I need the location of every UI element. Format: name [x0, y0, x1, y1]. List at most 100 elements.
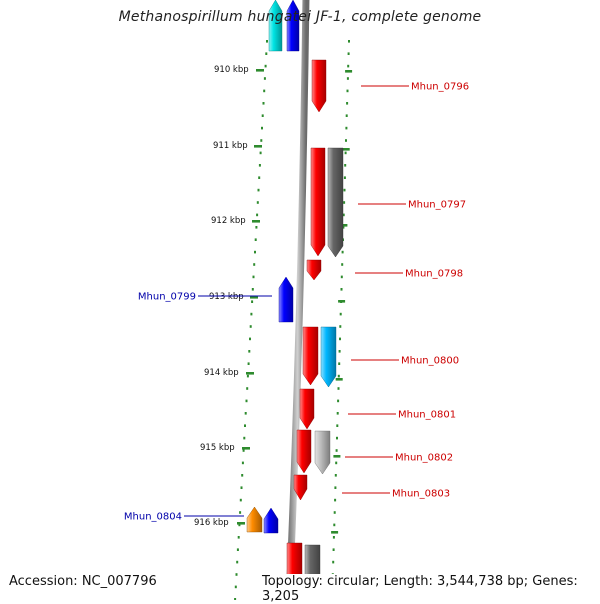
gene-label-mhun_0802[interactable]: Mhun_0802 [395, 453, 453, 464]
gene-arrow-mhun_0799[interactable] [278, 276, 294, 323]
tick-dot [234, 585, 237, 589]
tick-dot [244, 412, 247, 415]
tick-dash [342, 148, 350, 151]
gene-arrow-mhun_0803[interactable] [293, 474, 308, 501]
tick-dot [337, 374, 340, 378]
scale-label: 915 kbp [200, 443, 235, 453]
tick-dot [343, 201, 346, 204]
tick-dot [337, 387, 340, 390]
tick-dot [263, 89, 266, 93]
tick-dot [240, 486, 243, 489]
tick-dot [345, 114, 348, 117]
tick-dot [262, 102, 265, 105]
tick-dot [332, 548, 335, 551]
tick-dot [244, 424, 246, 427]
gene-arrow-mhun_0797[interactable] [310, 147, 326, 257]
gene-features[interactable] [246, 0, 344, 600]
scale-label: 914 kbp [204, 368, 239, 378]
gene-arrow-mhun_0800-partner[interactable] [320, 326, 337, 388]
tick-dot [263, 77, 266, 80]
tick-dot [245, 399, 248, 403]
tick-dot [347, 64, 350, 68]
tick-dot [336, 424, 339, 427]
tick-dot [335, 461, 338, 465]
gene-labels[interactable]: Mhun_0796 Mhun_0797 Mhun_0798 Mhun_0799 Mhun… [124, 82, 469, 523]
tick-dot [339, 325, 342, 328]
tick-dot [343, 176, 346, 179]
tick-dot [256, 201, 259, 204]
tick-dot [266, 40, 268, 43]
gene-arrow-mhun_0798[interactable] [306, 259, 322, 281]
scale-dash [250, 296, 258, 299]
gene-arrow-top-reverse[interactable] [286, 0, 300, 52]
gene-arrow-mhun_0802[interactable] [296, 429, 312, 474]
tick-dot [236, 548, 239, 551]
tick-dot [345, 139, 347, 142]
gene-arrow-mhun_0797-partner[interactable] [327, 147, 344, 258]
tick-dot [239, 511, 242, 514]
tick-dot [332, 536, 335, 539]
scale-dash [252, 220, 260, 223]
tick-dot [247, 362, 250, 365]
tick-dash [331, 531, 339, 534]
gene-arrow-mhun_0804-partner[interactable] [246, 506, 263, 533]
tick-dot [346, 89, 349, 93]
gene-arrow-mhun_0801[interactable] [299, 388, 315, 430]
tick-dot [334, 486, 337, 489]
tick-dot [341, 250, 344, 254]
scale-dash [242, 447, 250, 450]
tick-dot [335, 449, 338, 452]
scale-label: 912 kbp [211, 216, 246, 226]
tick-dot [236, 560, 239, 564]
gene-label-mhun_0801[interactable]: Mhun_0801 [398, 410, 456, 421]
gene-arrow-mhun_0800[interactable] [302, 326, 319, 386]
scale-dash [237, 522, 245, 525]
gene-arrow-top-reverse-partner[interactable] [268, 0, 283, 52]
tick-dot [239, 498, 242, 502]
gene-arrow-mhun_0802-partner[interactable] [314, 430, 331, 475]
gene-label-mhun_0797[interactable]: Mhun_0797 [408, 200, 466, 211]
tick-dot [343, 188, 346, 192]
map-title: Methanospirillum hungatei JF-1, complete… [118, 9, 482, 25]
gene-label-mhun_0799[interactable]: Mhun_0799 [138, 292, 196, 303]
tick-dot [338, 350, 341, 353]
tick-dot [334, 474, 337, 477]
tick-dot [246, 374, 249, 378]
tick-dot [243, 436, 246, 440]
gene-label-mhun_0798[interactable]: Mhun_0798 [405, 269, 463, 280]
scale-label: 916 kbp [194, 518, 229, 528]
tick-dot [339, 337, 341, 341]
gene-label-mhun_0804[interactable]: Mhun_0804 [124, 512, 182, 523]
scale-label: 910 kbp [214, 65, 249, 75]
topology-text: Topology: circular; Length: 3,544,738 bp… [262, 574, 600, 604]
tick-dot [246, 387, 249, 390]
tick-dot [264, 64, 267, 68]
gene-label-mhun_0803[interactable]: Mhun_0803 [392, 489, 450, 500]
tick-dot [340, 275, 343, 279]
genome-backbone [285, 0, 310, 600]
tick-dot [344, 151, 347, 155]
gene-arrow-mhun_0804[interactable] [263, 507, 279, 534]
gene-label-mhun_0796[interactable]: Mhun_0796 [411, 82, 469, 93]
tick-dash [335, 378, 343, 381]
gene-arrow-mhun_0796[interactable] [311, 59, 327, 113]
tick-dot [346, 102, 349, 105]
scale-dash [246, 372, 254, 375]
accession-text: Accession: NC_007796 [9, 574, 157, 589]
tick-dot [339, 312, 342, 316]
tick-dot [254, 250, 256, 254]
tick-dot [253, 263, 256, 266]
gene-label-mhun_0800[interactable]: Mhun_0800 [401, 356, 459, 367]
tick-dot [242, 449, 245, 452]
tick-dot [248, 350, 251, 353]
scale-label: 911 kbp [213, 141, 248, 151]
tick-dot [342, 213, 345, 217]
tick-dash [333, 455, 341, 458]
scale-label: 913 kbp [209, 292, 244, 302]
tick-dot [257, 188, 260, 192]
tick-dot [258, 176, 261, 179]
tick-dot [251, 300, 254, 303]
tick-dot [238, 523, 241, 527]
tick-dot [261, 126, 263, 130]
